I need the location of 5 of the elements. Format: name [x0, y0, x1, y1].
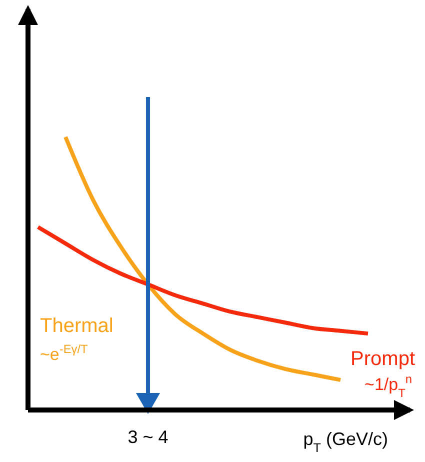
annotation: ~e$^{-Eγ/T}$ [40, 342, 88, 364]
x-axis-title: p$_{T}$ (GeV/c) [303, 429, 388, 455]
text: 3 ~ 4 [128, 427, 168, 447]
series-label: Prompt [350, 348, 416, 370]
text: Thermal [40, 315, 114, 337]
